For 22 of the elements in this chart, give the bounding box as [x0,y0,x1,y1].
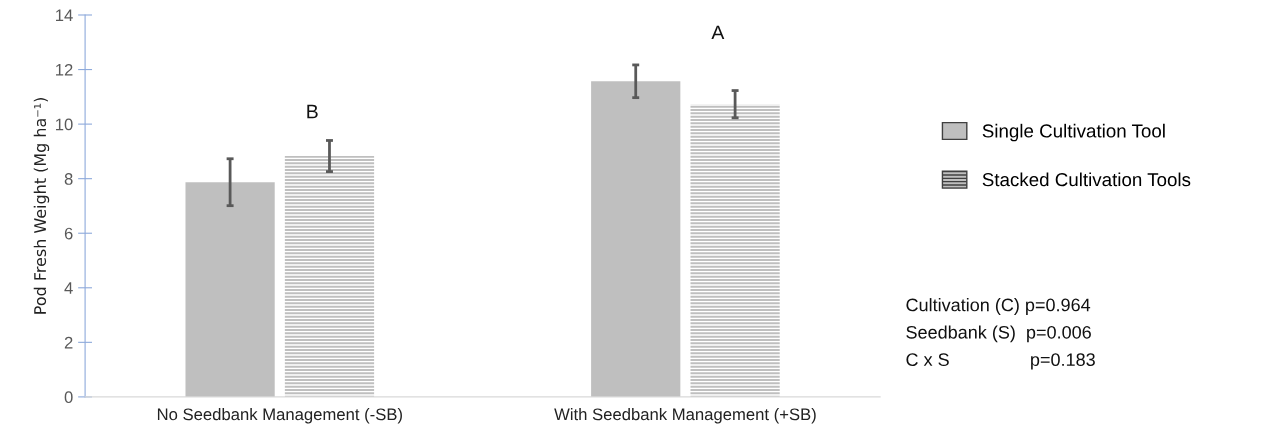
bar [185,182,275,397]
annotation: B [307,104,318,119]
bar [591,81,681,397]
y-tick-label: 6 [64,227,73,240]
bar [690,104,780,397]
x-tick-label: With Seedbank Management (+SB) [554,408,816,424]
y-tick-label: 10 [56,118,73,131]
annotation: A [711,25,725,40]
bar [284,156,375,397]
y-axis-title: Pod Fresh Weight (Mg ha⁻¹) [33,98,50,314]
legend-label: Single Cultivation Tool [982,123,1165,142]
y-tick-label: 4 [64,282,73,294]
y-tick-label: 14 [56,9,73,22]
y-tick-label: 0 [64,391,73,404]
y-tick-label: 8 [64,173,73,185]
text: Stacked Cultivation Tools [982,172,1191,187]
text: C x S p=0.183 [906,353,1095,370]
y-tick-label: 12 [56,63,73,76]
text: Seedbank (S) p=0.006 [906,325,1091,343]
x-tick-label: No Seedbank Management (-SB) [157,408,402,424]
text: Cultivation (C) p=0.964 [906,298,1091,315]
y-tick-label: 2 [64,336,73,349]
